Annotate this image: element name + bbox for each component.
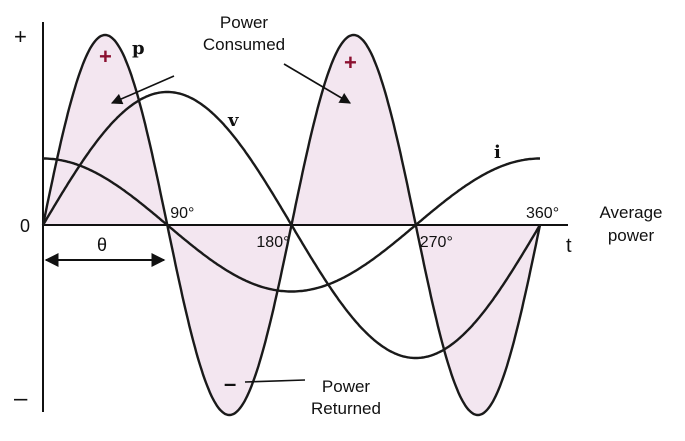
series-line-i — [43, 157, 540, 293]
x-axis-label: t — [566, 235, 572, 257]
power-returned-arrow — [244, 379, 306, 383]
power-returned-label-line2: Returned — [311, 399, 381, 418]
origin-label: 0 — [20, 216, 30, 236]
x-tick-label-360: 360° — [526, 205, 559, 222]
plus-sign-first-lobe: + — [99, 44, 112, 69]
minus-sign-lobe: – — [224, 371, 236, 396]
y-minus-label: – — [14, 385, 28, 412]
power-consumed-arrow-right — [283, 63, 351, 104]
x-tick-label-90: 90° — [170, 205, 194, 222]
power-consumed-label-line2: Consumed — [203, 35, 285, 54]
average-power-label-line2: power — [608, 226, 655, 245]
power-lobe-fill-3 — [291, 35, 416, 225]
series-label-v: v — [227, 110, 239, 131]
power-lobe-fill-2 — [167, 225, 292, 415]
series-line-v — [41, 90, 542, 360]
power-consumed-label-line1: Power — [220, 13, 269, 32]
series-label-i: i — [494, 142, 501, 163]
plus-sign-second-lobe: + — [344, 50, 357, 75]
x-tick-labels: 90° 180° 270° 360° — [170, 205, 559, 251]
average-power-label-line1: Average — [599, 203, 662, 222]
series-label-p: p — [132, 38, 145, 59]
waveform-curves — [41, 33, 542, 417]
y-plus-label: + — [14, 24, 27, 49]
theta-label: θ — [97, 235, 107, 255]
power-returned-label-line1: Power — [322, 377, 371, 396]
power-consumed-arrow-left — [110, 75, 175, 105]
x-tick-label-180: 180° — [256, 234, 289, 251]
x-tick-label-270: 270° — [420, 234, 453, 251]
